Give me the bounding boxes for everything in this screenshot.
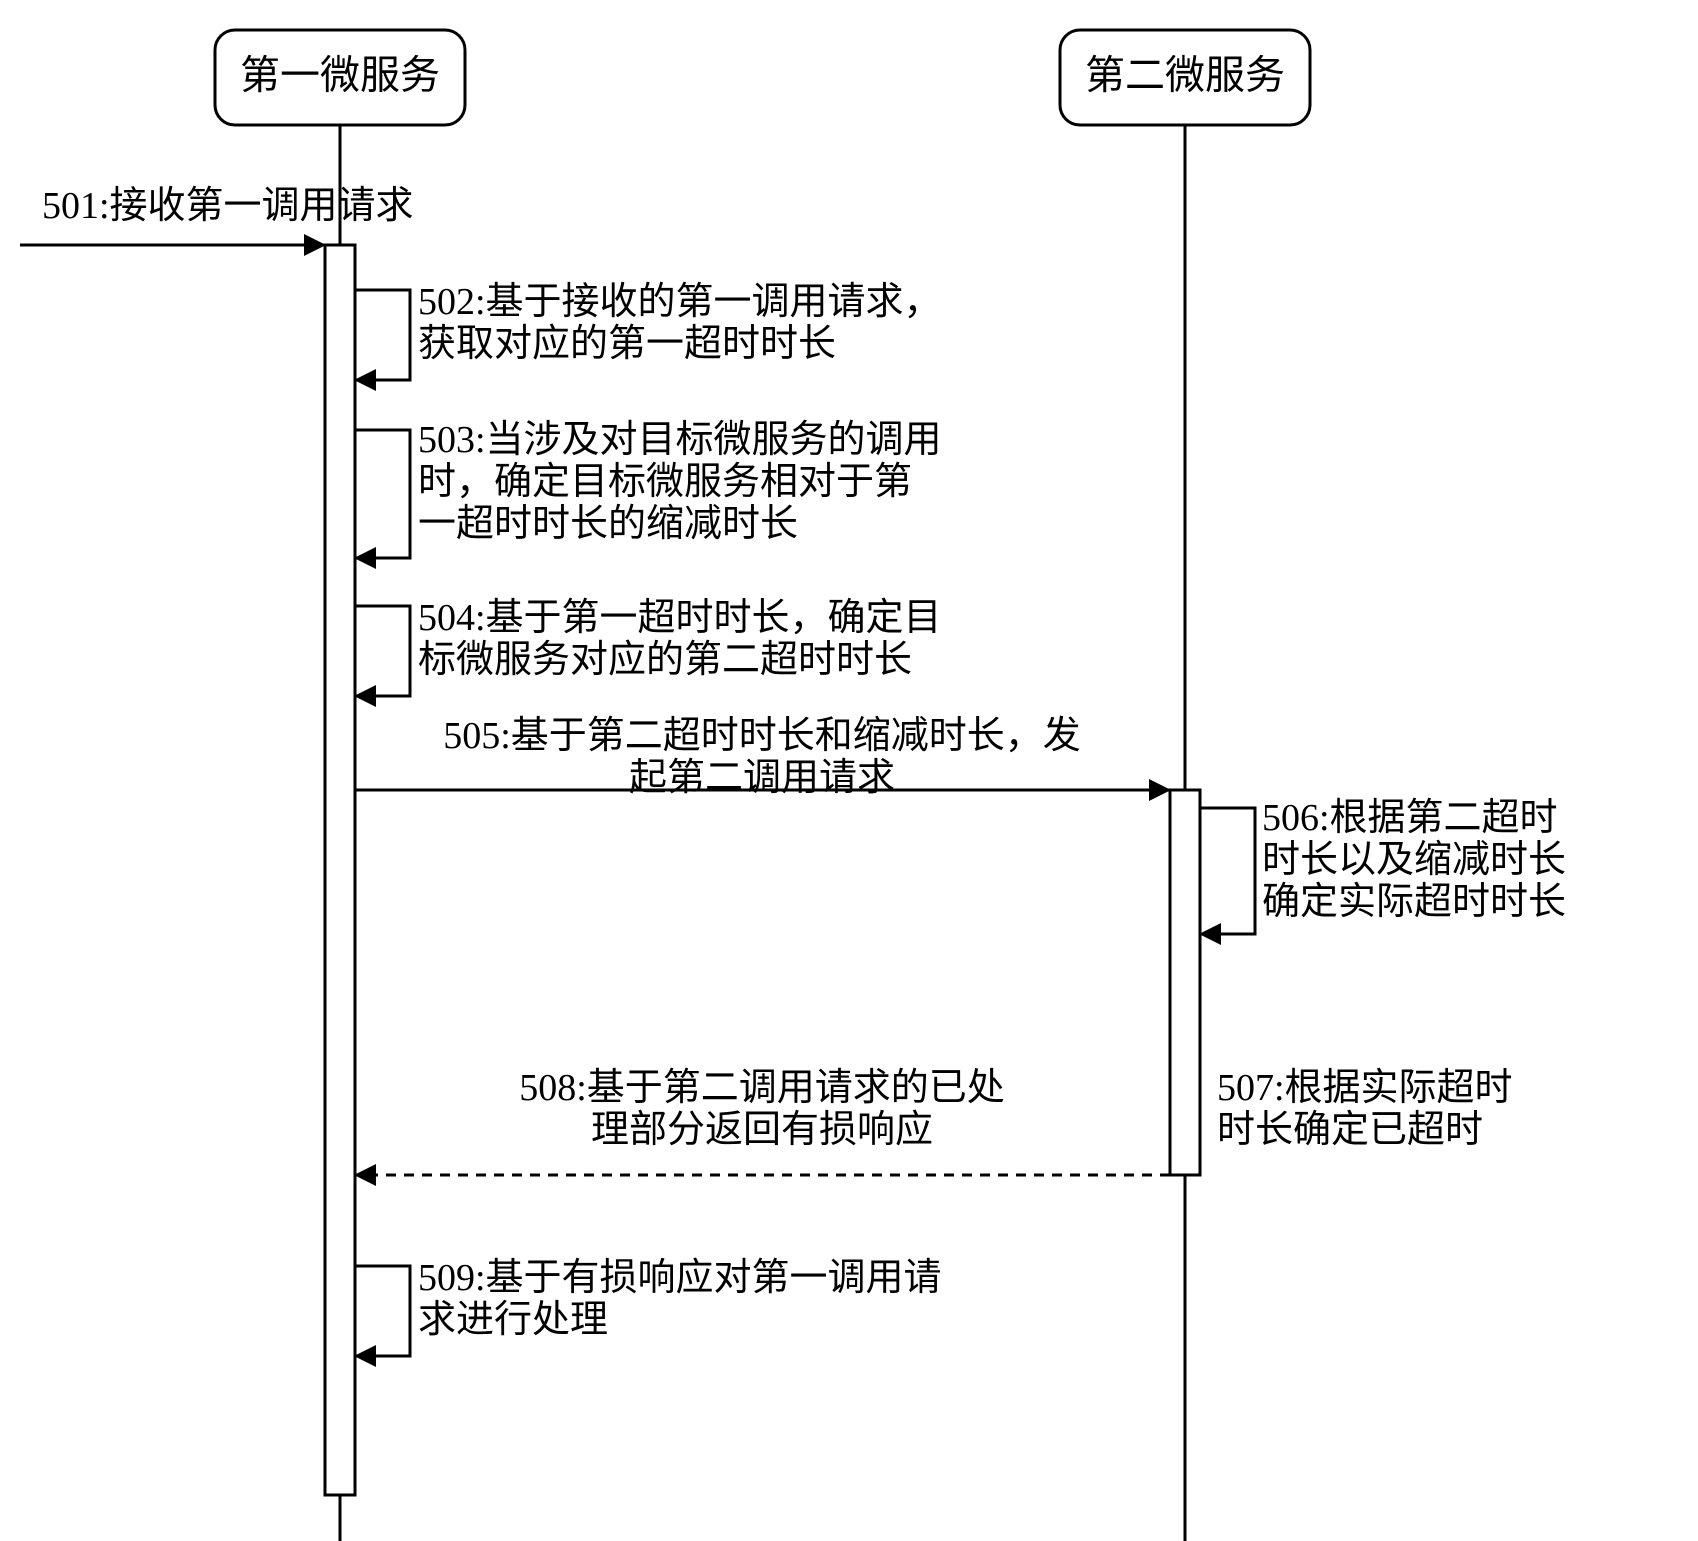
activation-a2 [1170, 790, 1200, 1175]
msg-selfloop-504 [355, 606, 410, 696]
msg-selfloop-509 [355, 1266, 410, 1356]
msg-selfloop-506 [1200, 808, 1255, 934]
activation-a1 [325, 245, 355, 1495]
msg-text-508: 508:基于第二调用请求的已处理部分返回有损响应 [519, 1067, 1005, 1151]
sequence-diagram: 第一微服务 第二微服务 501:接收第一调用请求 502:基于接收的第一调用请求，获取… [0, 0, 1698, 1541]
msg-text-504: 504:基于第一超时时长，确定目标微服务对应的第二超时时长 [418, 597, 942, 681]
msg-selfloop-503 [355, 430, 410, 558]
msg-text-502: 502:基于接收的第一调用请求，获取对应的第一超时时长 [418, 281, 942, 365]
msg-text-507: 507:根据实际超时时长确定已超时 [1217, 1067, 1513, 1151]
msg-text-501: 501:接收第一调用请求 [42, 185, 414, 227]
actor-label-a1: 第一微服务 [240, 53, 440, 98]
msg-text-506: 506:根据第二超时时长以及缩减时长确定实际超时时长 [1262, 797, 1566, 923]
msg-selfloop-502 [355, 290, 410, 380]
msg-text-509: 509:基于有损响应对第一调用请求进行处理 [418, 1257, 942, 1341]
actor-label-a2: 第二微服务 [1085, 53, 1285, 98]
msg-text-505: 505:基于第二超时时长和缩减时长，发起第二调用请求 [443, 715, 1081, 799]
msg-text-503: 503:当涉及对目标微服务的调用时，确定目标微服务相对于第一超时时长的缩减时长 [418, 419, 942, 545]
